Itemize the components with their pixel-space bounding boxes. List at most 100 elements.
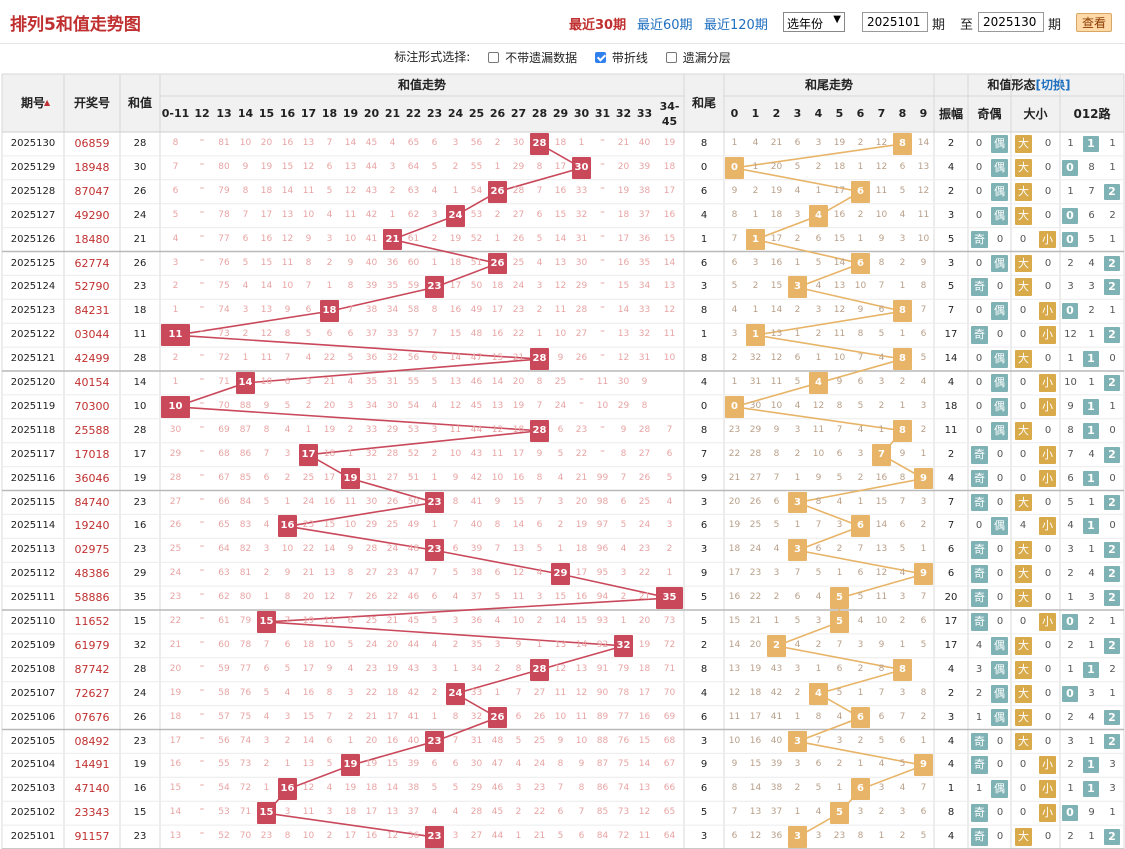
sum-miss-cell: 2	[389, 185, 396, 196]
sum-miss-cell: 12	[663, 305, 676, 316]
range-120-link[interactable]: 最近120期	[704, 18, 768, 33]
sum-miss-cell: 18	[512, 424, 525, 435]
sum-miss-cell: 4	[431, 639, 438, 650]
oddeven-miss: 0	[996, 759, 1004, 771]
page-title: 排列5和值走势图	[10, 15, 141, 35]
sum-miss-cell: ⁼	[199, 305, 205, 316]
sum-miss-cell: 25	[533, 735, 546, 746]
route-miss: 1	[1109, 687, 1116, 699]
sum-miss-cell: 7	[263, 639, 270, 650]
sum-miss-cell: 19	[344, 783, 357, 794]
sum-miss-cell: 3	[284, 711, 291, 722]
sum-miss-cell: 8	[536, 377, 543, 387]
sum-miss-cell: 6	[431, 759, 438, 770]
sum-mark: 21	[383, 228, 402, 251]
sum-miss-cell: 16	[260, 233, 273, 244]
sum-miss-cell: 13	[449, 377, 462, 387]
oddeven-mark: 偶	[991, 302, 1008, 321]
sum-miss-cell: 42	[365, 209, 378, 220]
sum-miss-cell: 78	[617, 687, 630, 698]
view-button[interactable]: 查看	[1076, 13, 1112, 32]
year-select[interactable]: 选年份 ▼	[783, 12, 845, 32]
tail-value: 0	[700, 400, 708, 412]
sum-miss-cell: 12	[260, 329, 273, 340]
sum-miss-cell: 23	[512, 305, 525, 316]
amplitude-value: 6	[947, 544, 955, 556]
sum-miss-cell: 18	[617, 209, 630, 220]
no-miss-checkbox[interactable]	[488, 51, 500, 63]
sum-miss-cell: 4	[452, 592, 459, 603]
sum-col-header: 24	[445, 96, 466, 132]
draw-number: 14491	[74, 758, 110, 772]
bigsmall-miss: 0	[1044, 663, 1052, 675]
amplitude-value: 4	[947, 831, 955, 843]
route-miss: 1	[1109, 233, 1116, 245]
tail-miss-cell: 1	[794, 711, 801, 722]
range-60-link[interactable]: 最近60期	[637, 18, 693, 33]
sum-mark: 23	[425, 826, 444, 848]
draw-number: 84740	[74, 495, 110, 509]
route-miss: 3	[1109, 783, 1116, 795]
tail-miss-cell: 3	[773, 568, 780, 579]
bigsmall-mark: 小	[1039, 302, 1056, 321]
tail-value: 8	[700, 305, 708, 317]
miss-layer-checkbox[interactable]	[665, 51, 677, 63]
tail-miss-cell: 10	[833, 353, 846, 364]
tail-value: 8	[700, 138, 708, 149]
amplitude-value: 4	[947, 735, 955, 747]
route-mark: 2	[1104, 637, 1120, 654]
sum-miss-cell: 2	[536, 305, 543, 316]
polyline-checkbox[interactable]	[594, 51, 606, 63]
sum-miss-cell: 7	[536, 400, 543, 411]
switch-link[interactable]: [切换]	[1035, 78, 1071, 92]
tail-mark: 4	[809, 204, 828, 227]
tail-value: 4	[700, 687, 708, 699]
tail-miss-cell: 11	[770, 377, 783, 387]
sum-miss-cell: 36	[386, 257, 399, 268]
sum-mark: 14	[236, 372, 255, 394]
tail-miss-cell: 8	[920, 687, 927, 698]
sum-miss-cell: 11	[344, 496, 357, 507]
oddeven-mark: 奇	[971, 326, 988, 345]
sum-miss-cell: 61	[218, 616, 230, 626]
bigsmall-miss: 0	[1019, 305, 1027, 317]
tail-miss-cell: 10	[875, 209, 888, 220]
route-mark: 1	[1083, 351, 1099, 367]
sort-icon[interactable]: ▲	[44, 98, 51, 107]
sum-miss-cell: 4	[347, 377, 354, 387]
tail-miss-cell: 2	[857, 472, 864, 483]
sum-miss-cell: 20	[386, 639, 399, 650]
sum-miss-cell: 17	[638, 687, 651, 698]
to-period-input[interactable]: 2025130	[978, 12, 1044, 32]
oddeven-miss: 0	[975, 209, 983, 221]
sum-miss-cell: 21	[386, 616, 399, 626]
amplitude-value: 2	[947, 138, 955, 149]
sum-miss-cell: 8	[305, 257, 312, 268]
route-miss: 2	[1067, 639, 1074, 651]
sum-col-header: 33	[634, 96, 655, 132]
sum-miss-cell: 26	[512, 233, 525, 244]
sum-miss-cell: 10	[663, 353, 676, 364]
sum-col-header: 20	[361, 96, 382, 132]
from-period-input[interactable]: 2025101	[862, 12, 928, 32]
sum-miss-cell: 10	[554, 329, 567, 340]
sum-miss-cell: 93	[596, 616, 609, 626]
tail-miss-cell: 4	[815, 592, 822, 603]
sum-mark: 35	[656, 587, 683, 609]
bigsmall-miss: 0	[1019, 233, 1027, 245]
sum-miss-cell: 80	[218, 161, 230, 172]
sum-miss-cell: 3	[431, 424, 438, 435]
sum-miss-cell: 5	[666, 472, 673, 483]
tail-miss-cell: 3	[752, 257, 759, 268]
sum-miss-cell: 4	[347, 663, 354, 674]
tail-miss-cell: 7	[878, 687, 885, 698]
sum-miss-cell: 82	[239, 544, 252, 555]
range-30-link[interactable]: 最近30期	[569, 18, 627, 33]
sum-miss-cell: 4	[284, 687, 291, 698]
sum-miss-cell: 31	[365, 472, 378, 483]
sum-miss-cell: 1	[536, 329, 543, 340]
sum-col-header: 28	[529, 96, 550, 132]
sum-miss-cell: 1	[172, 377, 179, 387]
sum-miss-cell: 26	[169, 520, 182, 531]
sum-miss-cell: ⁼	[600, 257, 605, 268]
